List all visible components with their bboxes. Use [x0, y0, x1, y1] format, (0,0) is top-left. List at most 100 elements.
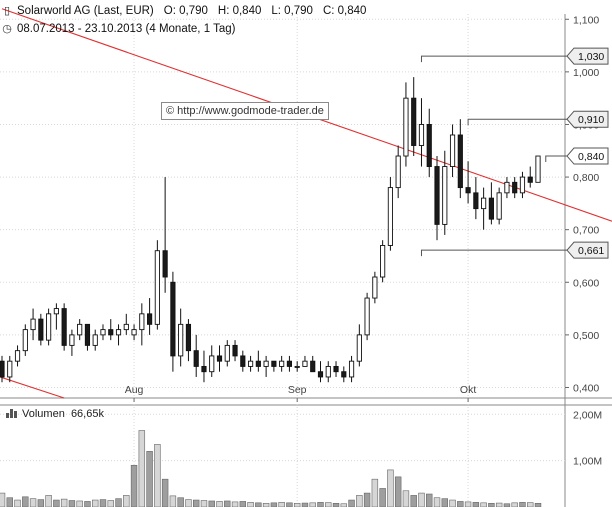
- candle-body: [147, 313, 153, 325]
- level-tag-box: [566, 110, 609, 128]
- candle-body: [387, 187, 393, 246]
- volume-bar: [45, 495, 52, 507]
- volume-bar: [379, 488, 386, 507]
- candle-body: [473, 192, 479, 210]
- open-label: O:: [163, 5, 176, 17]
- candle-body: [14, 350, 21, 362]
- candle-body: [271, 360, 277, 367]
- chart-header-row-1: ▯ Solarworld AG (Last, EUR) O: 0,790 H: 0,8…: [0, 4, 376, 17]
- volume-bar: [286, 502, 293, 507]
- candle-body: [286, 360, 293, 367]
- volume-bar: [457, 501, 464, 507]
- volume-header: Volumen 66,65k: [6, 408, 104, 420]
- volume-bar: [84, 501, 91, 507]
- volume-bar: [426, 493, 433, 507]
- candle-body: [108, 329, 114, 336]
- level-tag-box: [566, 147, 609, 165]
- volume-bar: [224, 500, 231, 507]
- high-value: 0,840: [232, 5, 262, 17]
- candle-body: [240, 355, 246, 367]
- volume-icon: [6, 409, 17, 418]
- candle-body: [100, 329, 106, 336]
- low-label: L:: [271, 5, 281, 17]
- volume-bar: [22, 496, 29, 507]
- candlestick-icon: ▯: [3, 5, 11, 17]
- volume-bar: [138, 430, 146, 507]
- candle-body: [364, 297, 370, 336]
- candle-body: [488, 197, 494, 220]
- candle-body: [310, 360, 316, 373]
- candle-body: [372, 276, 378, 299]
- instrument-name: Solarworld AG (Last, EUR): [17, 5, 154, 17]
- candle-body: [178, 323, 184, 357]
- level-tag: 0,661: [566, 241, 609, 259]
- lower-trendline: [0, 376, 65, 399]
- candle-body: [216, 355, 223, 362]
- candle-body: [535, 155, 541, 183]
- volume-bar: [480, 502, 487, 507]
- candle-body: [465, 187, 471, 194]
- volume-bar: [200, 500, 208, 507]
- volume-bar: [433, 497, 441, 507]
- price-tick-label: 0,800: [573, 172, 599, 184]
- candle-body: [255, 360, 261, 367]
- candle-body: [0, 360, 5, 378]
- volume-bar: [394, 476, 402, 507]
- volume-bar: [348, 499, 355, 507]
- volume-bar: [169, 495, 177, 507]
- volume-bar: [161, 478, 169, 507]
- candle-body: [46, 313, 52, 341]
- open-value: 0,790: [179, 5, 208, 17]
- candle-body: [123, 323, 129, 331]
- volume-value: 66,65k: [70, 408, 104, 420]
- candle-body: [170, 281, 176, 357]
- candle-body: [209, 355, 215, 373]
- volume-bar: [293, 502, 301, 507]
- volume-bar: [130, 464, 138, 507]
- candle-body: [527, 176, 533, 183]
- volume-bar: [441, 498, 448, 507]
- volume-bar: [154, 444, 161, 507]
- volume-bar: [99, 499, 107, 507]
- level-tag: 0,910: [566, 110, 609, 128]
- volume-bar: [177, 497, 184, 507]
- volume-bar: [511, 502, 518, 507]
- volume-bar: [519, 502, 526, 507]
- candle-body: [84, 323, 91, 346]
- level-tag: 0,840: [566, 147, 609, 165]
- candle-body: [7, 360, 13, 378]
- volume-bar: [247, 502, 254, 507]
- candle-body: [38, 318, 44, 341]
- candle-body: [154, 250, 160, 325]
- candle-body: [224, 344, 230, 362]
- candle-body: [403, 97, 409, 157]
- volume-bar: [270, 502, 278, 507]
- candle-body: [504, 181, 510, 194]
- candle-body: [247, 360, 254, 367]
- x-tick-label: Sep: [288, 384, 307, 396]
- price-tick-label: 0,400: [573, 382, 599, 394]
- candle-body: [411, 97, 417, 146]
- candle-body: [418, 124, 425, 146]
- high-label: H:: [217, 5, 230, 17]
- volume-bar: [488, 502, 495, 507]
- candle-body: [53, 308, 59, 315]
- volume-bar: [340, 503, 348, 507]
- level-tag-label: 0,910: [578, 114, 604, 126]
- volume-bar: [92, 499, 99, 507]
- volume-bar: [115, 498, 122, 507]
- volume-bar: [418, 492, 425, 507]
- candle-body: [232, 344, 238, 357]
- volume-bar: [185, 499, 192, 507]
- volume-bar: [527, 502, 534, 507]
- volume-bar: [472, 502, 480, 507]
- price-tick-label: 1,000: [573, 67, 599, 79]
- watermark: © http://www.godmode-trader.de: [161, 102, 329, 120]
- volume-bar: [68, 500, 76, 507]
- volume-bar: [363, 492, 371, 507]
- volume-bar: [278, 502, 285, 507]
- candle-body: [426, 124, 432, 167]
- candle-body: [481, 197, 487, 210]
- candle-body: [30, 318, 36, 331]
